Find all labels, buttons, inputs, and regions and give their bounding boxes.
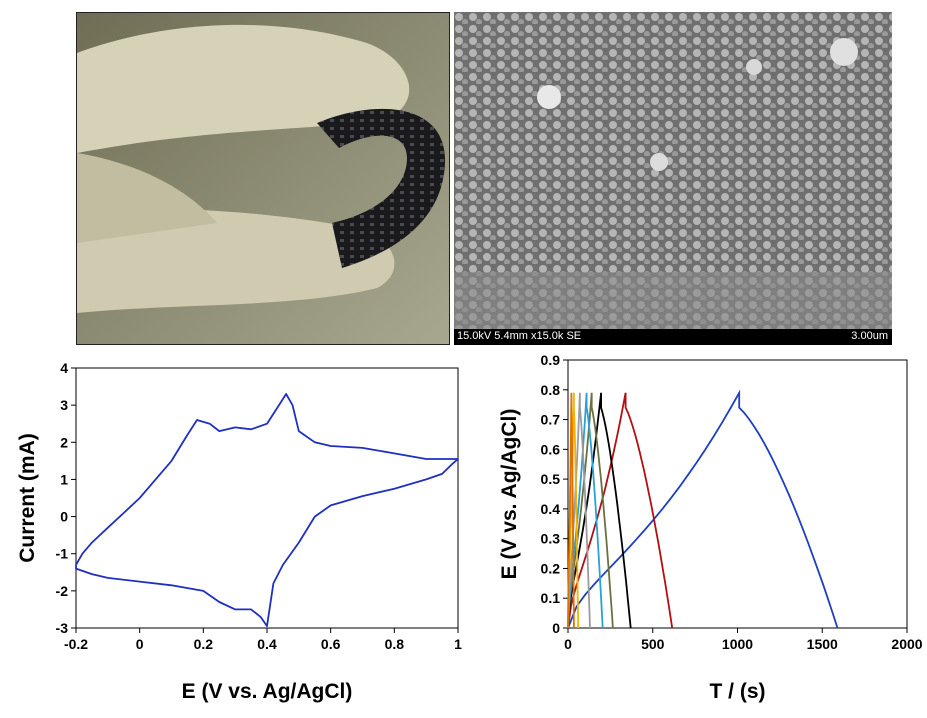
- cv-chart: -0.2 0 0.2 0.4 0.6 0.8 1 -3 -2 -1 0 1 2 3 4 E (V vs. Ag…: [16, 360, 462, 703]
- gcd-curve: [567, 389, 839, 629]
- y-tick-label: 3: [60, 397, 68, 413]
- x-tick-label: 0.2: [194, 636, 214, 652]
- y-tick-label: -2: [56, 583, 69, 599]
- gcd-curve: [567, 392, 575, 629]
- y-tick-label: 2: [60, 434, 68, 450]
- y-tick-label: 0.9: [541, 352, 561, 368]
- x-tick-label: -0.2: [64, 636, 88, 652]
- gcd-curve: [567, 392, 614, 629]
- gcd-curve: [567, 392, 591, 629]
- y-tick-label: 0.6: [541, 441, 561, 457]
- y-tick-label: 4: [60, 360, 68, 376]
- x-tick-label: 500: [641, 636, 665, 652]
- y-axis-title: Current (mA): [16, 433, 39, 563]
- y-tick-label: 0.8: [541, 382, 561, 398]
- y-tick-label: -1: [56, 546, 69, 562]
- y-tick-label: 1: [60, 471, 68, 487]
- sem-scale-label: 3.00um: [851, 330, 888, 342]
- plot-frame: [75, 367, 459, 629]
- gcd-curve: [567, 392, 604, 629]
- y-tick-label: 0.7: [541, 412, 561, 428]
- sem-settings: 15.0kV 5.4mm x15.0k SE: [457, 330, 582, 342]
- y-tick-label: 0.2: [541, 560, 561, 576]
- y-tick-label: 0.4: [541, 501, 561, 517]
- y-axis-title: E (V vs. Ag/AgCl): [498, 409, 521, 580]
- x-tick-label: 2000: [891, 636, 922, 652]
- cv-curve: [75, 393, 459, 627]
- x-axis-title: T / (s): [710, 680, 766, 703]
- sem-micrograph: 15.0kV 5.4mm x15.0k SE 3.00um: [454, 12, 892, 345]
- y-tick-label: 0: [60, 509, 68, 525]
- y-tick-label: 0.1: [541, 590, 561, 606]
- y-tick-label: 0.3: [541, 531, 561, 547]
- gcd-chart: 0 500 1000 1500 2000 0 0.1 0.2 0.3 0.4 0.5 0.6 0.7 0.…: [498, 352, 923, 703]
- x-tick-label: 1000: [722, 636, 753, 652]
- flexible-electrode-photo: [76, 12, 450, 345]
- x-tick-label: 0.4: [257, 636, 277, 652]
- sem-texture: [454, 12, 892, 329]
- sem-info-bar: 15.0kV 5.4mm x15.0k SE 3.00um: [454, 329, 892, 345]
- y-tick-label: -3: [56, 620, 69, 636]
- x-tick-label: 0.8: [385, 636, 405, 652]
- x-tick-label: 0.6: [321, 636, 341, 652]
- x-tick-label: 1500: [807, 636, 838, 652]
- y-tick-label: 0.5: [541, 471, 561, 487]
- x-axis-title: E (V vs. Ag/AgCl): [182, 680, 353, 703]
- plot-frame: [567, 359, 908, 629]
- x-tick-label: 1: [454, 636, 462, 652]
- gcd-curve: [567, 392, 632, 629]
- photo-illustration: [77, 13, 449, 344]
- x-tick-label: 0: [564, 636, 572, 652]
- y-tick-label: 0: [552, 620, 560, 636]
- x-tick-label: 0: [136, 636, 144, 652]
